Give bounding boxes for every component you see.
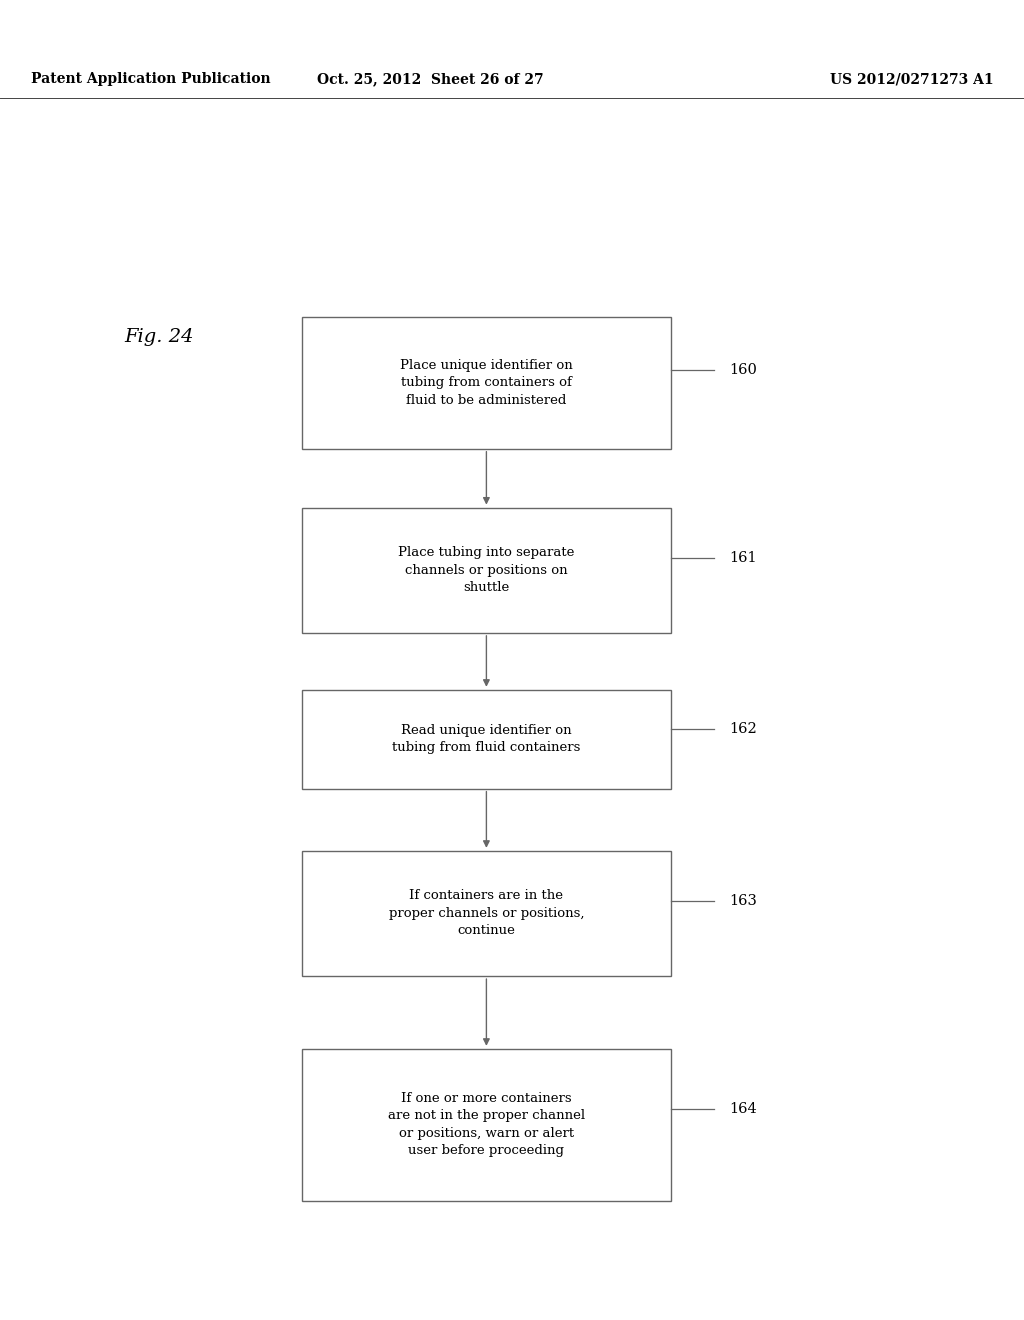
FancyBboxPatch shape xyxy=(302,317,671,449)
Text: Oct. 25, 2012  Sheet 26 of 27: Oct. 25, 2012 Sheet 26 of 27 xyxy=(316,73,544,86)
FancyBboxPatch shape xyxy=(302,508,671,634)
Text: Fig. 24: Fig. 24 xyxy=(124,327,194,346)
Text: 163: 163 xyxy=(729,894,757,908)
Text: If one or more containers
are not in the proper channel
or positions, warn or al: If one or more containers are not in the… xyxy=(388,1092,585,1158)
Text: 164: 164 xyxy=(729,1102,757,1117)
Text: Read unique identifier on
tubing from fluid containers: Read unique identifier on tubing from fl… xyxy=(392,723,581,755)
Text: US 2012/0271273 A1: US 2012/0271273 A1 xyxy=(829,73,993,86)
Text: Place unique identifier on
tubing from containers of
fluid to be administered: Place unique identifier on tubing from c… xyxy=(400,359,572,407)
Text: If containers are in the
proper channels or positions,
continue: If containers are in the proper channels… xyxy=(389,890,584,937)
Text: 160: 160 xyxy=(729,363,757,376)
FancyBboxPatch shape xyxy=(302,1048,671,1201)
Text: 162: 162 xyxy=(729,722,757,737)
Text: 161: 161 xyxy=(729,550,757,565)
FancyBboxPatch shape xyxy=(302,850,671,977)
FancyBboxPatch shape xyxy=(302,689,671,788)
Text: Patent Application Publication: Patent Application Publication xyxy=(31,73,270,86)
Text: Place tubing into separate
channels or positions on
shuttle: Place tubing into separate channels or p… xyxy=(398,546,574,594)
